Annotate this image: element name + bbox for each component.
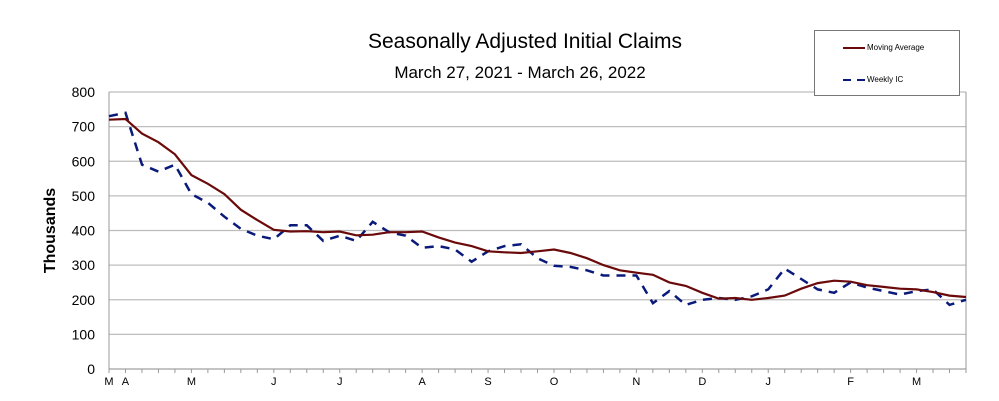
x-tick-label: S — [484, 376, 491, 388]
chart-title: Seasonally Adjusted Initial Claims — [368, 30, 682, 53]
x-tick-label: J — [337, 376, 343, 388]
chart-subtitle: March 27, 2021 - March 26, 2022 — [394, 63, 646, 82]
x-tick-label: A — [418, 376, 426, 388]
y-tick-label: 200 — [72, 292, 96, 308]
y-tick-label: 300 — [72, 257, 96, 273]
legend-swatch-solid — [843, 46, 865, 49]
y-tick-label: 800 — [72, 84, 96, 100]
series-line-weekly-ic — [108, 111, 967, 307]
legend-label: Weekly IC — [867, 75, 904, 84]
x-tick-label: D — [698, 376, 706, 388]
y-tick-label: 600 — [72, 153, 96, 169]
legend-item-weekly-ic: Weekly IC — [843, 75, 903, 84]
x-tick-label: O — [550, 376, 559, 388]
y-tick-label: 700 — [72, 119, 96, 135]
legend-label: Moving Average — [867, 43, 925, 52]
y-tick-label: 100 — [72, 326, 96, 342]
series-line-moving-average — [108, 117, 967, 301]
x-tick-label: A — [122, 376, 130, 388]
x-tick-label: M — [912, 376, 921, 388]
x-tick-label: J — [271, 376, 277, 388]
x-tick-label: M — [187, 376, 196, 388]
x-tick-label: N — [632, 376, 640, 388]
legend-item-moving-average: Moving Average — [843, 43, 924, 52]
legend: Moving Average Weekly IC — [814, 30, 960, 96]
y-axis-label: Thousands — [42, 188, 59, 273]
y-tick-label: 500 — [72, 188, 96, 204]
x-tick-label: F — [847, 376, 854, 388]
x-tick-label: M — [104, 376, 113, 388]
y-tick-label: 400 — [72, 223, 96, 239]
y-tick-label: 0 — [87, 361, 95, 377]
x-tick-label: J — [765, 376, 771, 388]
legend-swatch-dashed — [843, 78, 865, 81]
